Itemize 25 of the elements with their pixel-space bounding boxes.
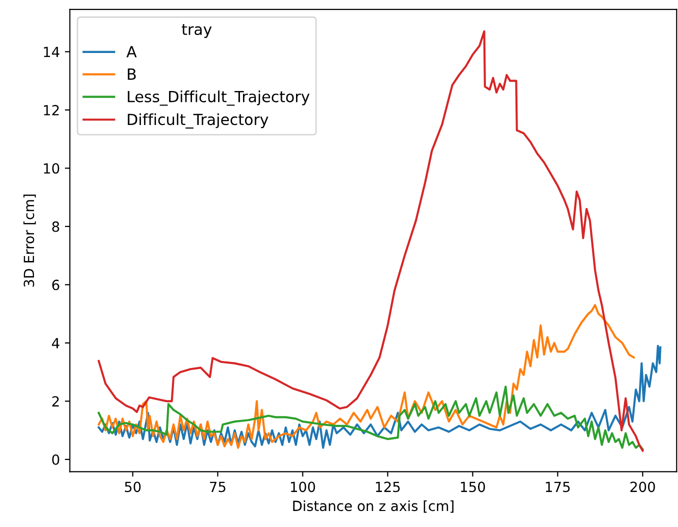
y-tick-label: 0 [52, 454, 60, 465]
line-series [98, 304, 635, 449]
x-tick-label: 100 [290, 482, 316, 492]
y-tick-label: 12 [44, 104, 59, 116]
x-tick-label: 200 [630, 482, 655, 492]
line-series [98, 386, 644, 450]
legend-label: Less_Difficult_Trajectory [128, 90, 310, 106]
x-tick-label: 175 [546, 482, 570, 492]
legend-title: tray [182, 24, 212, 38]
y-axis-title: 3D Error [cm] [23, 194, 36, 287]
y-tick-label: 10 [44, 163, 60, 174]
line-series [98, 344, 662, 449]
y-tick-label: 14 [44, 46, 60, 57]
y-tick-label: 6 [52, 280, 60, 290]
legend-label: Difficult_Trajectory [128, 113, 268, 129]
y-tick-label: 8 [52, 221, 60, 232]
legend-label: A [126, 46, 137, 58]
legend-label: B [128, 68, 136, 80]
x-axis-title: Distance on z axis [cm] [293, 500, 454, 513]
x-tick-label: 75 [210, 482, 226, 492]
x-tick-label: 125 [376, 482, 400, 492]
y-tick-label: 4 [52, 338, 60, 348]
y-tick-label: 2 [52, 396, 59, 406]
x-tick-label: 50 [124, 482, 141, 492]
x-tick-label: 150 [460, 482, 486, 492]
